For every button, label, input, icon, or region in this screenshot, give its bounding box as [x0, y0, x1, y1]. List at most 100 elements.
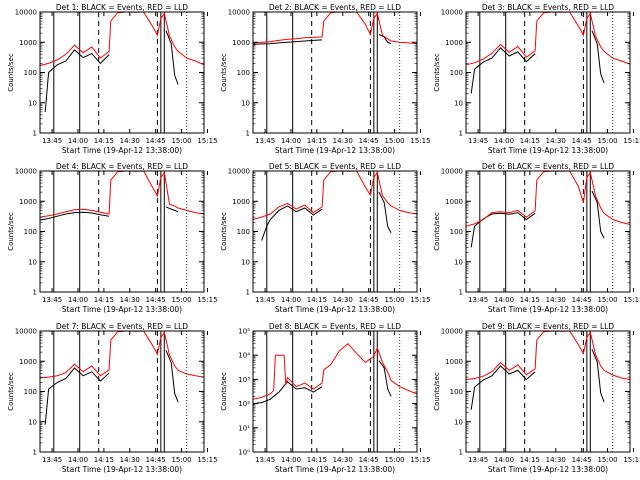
x-tick-label: 15:15 — [623, 456, 640, 464]
detector-panel-8: 10⁰ 10¹ 10² 10³ 10⁴ 10⁵ 13:45 14:00 14:15 14:30 14… — [220, 322, 431, 474]
x-axis-label: Start Time (19-Apr-12 13:38:00) — [488, 465, 608, 474]
plot-frame — [252, 170, 418, 293]
plot-frame — [252, 11, 418, 134]
y-tick-label: 100 — [24, 388, 37, 396]
lld-series-line — [39, 170, 205, 218]
x-tick-label: 13:45 — [42, 456, 62, 464]
x-tick-label: 15:00 — [171, 137, 191, 145]
x-tick-label: 15:15 — [197, 456, 217, 464]
x-tick-label: 15:15 — [623, 137, 640, 145]
panel-title: Det 1: BLACK = Events, RED = LLD — [56, 3, 188, 12]
x-axis-label: Start Time (19-Apr-12 13:38:00) — [275, 305, 395, 314]
x-tick-label: 15:15 — [197, 137, 217, 145]
x-tick-label: 13:45 — [255, 296, 275, 304]
events-series-line — [470, 190, 605, 248]
detector-panel-7: 1 10 100 1000 10000 13:45 14:00 14:15 14:30 14:45… — [7, 322, 218, 474]
y-tick-label: 100 — [237, 69, 250, 77]
events-series-line — [470, 349, 605, 410]
x-axis-label: Start Time (19-Apr-12 13:38:00) — [62, 465, 182, 474]
y-axis-label: Counts/sec — [433, 372, 441, 411]
y-tick-label: 1 — [459, 449, 463, 457]
x-axis-label: Start Time (19-Apr-12 13:38:00) — [275, 465, 395, 474]
x-tick-label: 15:15 — [197, 296, 217, 304]
x-tick-label: 14:30 — [333, 456, 353, 464]
events-series-line — [261, 191, 392, 241]
panel-title: Det 4: BLACK = Events, RED = LLD — [56, 162, 188, 171]
y-tick-label: 10 — [241, 99, 250, 107]
x-tick-label: 14:00 — [281, 137, 301, 145]
y-tick-label: 10000 — [441, 328, 463, 336]
x-tick-label: 14:45 — [359, 137, 379, 145]
x-tick-label: 13:45 — [468, 137, 488, 145]
detector-panel-4: 1 10 100 1000 10000 13:45 14:00 14:15 14:30 14:45… — [7, 162, 218, 314]
x-tick-label: 14:30 — [120, 296, 140, 304]
x-tick-label: 15:00 — [384, 296, 404, 304]
x-tick-label: 14:00 — [68, 137, 88, 145]
plot-frame — [39, 170, 205, 293]
plot-frame — [252, 330, 418, 453]
y-axis-label: Counts/sec — [7, 372, 15, 411]
x-axis-label: Start Time (19-Apr-12 13:38:00) — [488, 146, 608, 155]
x-tick-label: 14:30 — [546, 137, 566, 145]
y-tick-label: 1000 — [19, 39, 37, 47]
x-tick-label: 13:45 — [255, 137, 275, 145]
y-tick-label: 1000 — [19, 198, 37, 206]
y-tick-label: 10² — [238, 400, 250, 408]
x-tick-label: 14:15 — [94, 137, 114, 145]
y-tick-label: 10000 — [15, 328, 37, 336]
y-tick-label: 10⁵ — [238, 328, 250, 336]
x-tick-label: 14:45 — [359, 456, 379, 464]
y-tick-label: 1 — [33, 289, 37, 297]
events-series-line — [44, 30, 179, 112]
y-tick-label: 10000 — [15, 168, 37, 176]
y-tick-label: 10¹ — [238, 424, 250, 432]
x-tick-label: 14:30 — [333, 296, 353, 304]
x-tick-label: 14:45 — [572, 137, 592, 145]
plot-frame — [39, 330, 205, 453]
panel-title: Det 8: BLACK = Events, RED = LLD — [269, 322, 401, 331]
y-tick-label: 1 — [246, 289, 250, 297]
x-tick-label: 14:00 — [494, 296, 514, 304]
x-tick-label: 13:45 — [468, 296, 488, 304]
detector-panel-9: 1 10 100 1000 10000 13:45 14:00 14:15 14:30 14:45… — [433, 322, 640, 474]
y-axis-label: Counts/sec — [433, 53, 441, 92]
x-tick-label: 14:30 — [120, 137, 140, 145]
events-series-line — [252, 360, 392, 405]
x-tick-label: 14:45 — [572, 456, 592, 464]
y-axis-label: Counts/sec — [7, 53, 15, 92]
y-tick-label: 10⁰ — [238, 449, 250, 457]
y-tick-label: 1000 — [232, 198, 250, 206]
y-tick-label: 100 — [450, 228, 463, 236]
detector-panel-5: 1 10 100 1000 10000 13:45 14:00 14:15 14:30 14:45… — [220, 162, 431, 314]
x-tick-label: 14:15 — [520, 456, 540, 464]
x-tick-label: 14:30 — [120, 456, 140, 464]
x-tick-label: 15:15 — [410, 456, 430, 464]
y-tick-label: 10⁴ — [238, 352, 250, 360]
x-tick-label: 13:45 — [255, 456, 275, 464]
x-tick-label: 15:00 — [384, 137, 404, 145]
plot-frame — [465, 170, 631, 293]
y-tick-label: 100 — [450, 69, 463, 77]
y-tick-label: 10000 — [441, 9, 463, 17]
x-tick-label: 14:45 — [146, 456, 166, 464]
events-series-line — [252, 34, 392, 45]
panel-title: Det 2: BLACK = Events, RED = LLD — [269, 3, 401, 12]
y-tick-label: 10000 — [15, 9, 37, 17]
x-tick-label: 15:00 — [597, 296, 617, 304]
y-axis-label: Counts/sec — [433, 212, 441, 251]
x-tick-label: 14:45 — [359, 296, 379, 304]
x-tick-label: 13:45 — [468, 456, 488, 464]
x-axis-label: Start Time (19-Apr-12 13:38:00) — [62, 146, 182, 155]
x-tick-label: 15:15 — [410, 296, 430, 304]
lld-series-line — [252, 343, 418, 400]
x-tick-label: 15:00 — [597, 456, 617, 464]
y-tick-label: 10³ — [238, 376, 250, 384]
y-tick-label: 1 — [459, 289, 463, 297]
lld-series-line — [39, 330, 205, 379]
x-tick-label: 14:45 — [146, 296, 166, 304]
y-axis-label: Counts/sec — [7, 212, 15, 251]
x-tick-label: 14:15 — [307, 137, 327, 145]
y-tick-label: 1000 — [445, 198, 463, 206]
x-tick-label: 15:00 — [384, 456, 404, 464]
